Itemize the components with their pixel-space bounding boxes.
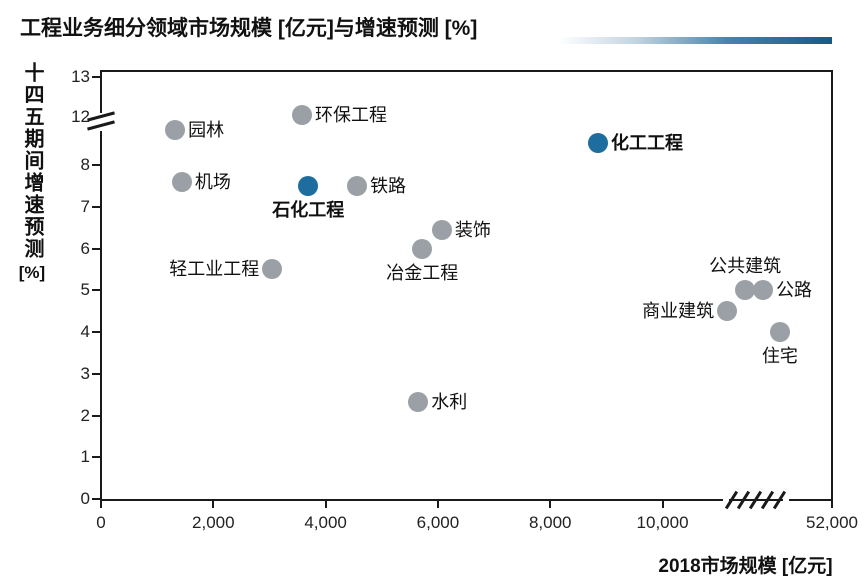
y-tick (92, 289, 101, 292)
plot-frame-right (831, 70, 833, 501)
y-tick (92, 205, 101, 208)
y-tick (92, 372, 101, 375)
data-point-label: 铁路 (370, 175, 407, 196)
x-axis-title: 2018市场规模 [亿元] (658, 556, 833, 577)
y-tick (92, 331, 101, 333)
x-tick-label: 8,000 (528, 513, 572, 532)
data-point-水利 (408, 391, 429, 412)
x-tick (831, 499, 833, 508)
plot-frame-top (100, 70, 833, 72)
y-tick-label: 2 (80, 405, 90, 425)
data-point-住宅 (769, 322, 790, 342)
data-point-环保工程 (292, 105, 313, 125)
x-tick-label: 0 (96, 513, 106, 532)
data-point-label: 环保工程 (315, 105, 388, 125)
data-point-商业建筑 (717, 301, 738, 322)
x-tick-label: 10,000 (636, 513, 689, 532)
y-axis-line (100, 70, 102, 501)
x-tick-label: 2,000 (192, 513, 235, 532)
chart-title: 工程业务细分领域市场规模 [亿元]与增速预测 [%] (20, 17, 478, 40)
y-tick (92, 498, 101, 500)
y-tick (92, 456, 101, 459)
data-point-label: 商业建筑 (642, 301, 715, 322)
data-point-label: 化工工程 (610, 133, 683, 154)
y-tick (92, 76, 101, 78)
y-axis-unit: [%] (18, 263, 46, 282)
data-point-label: 冶金工程 (386, 262, 459, 283)
data-point-冶金工程 (412, 238, 433, 259)
x-tick (549, 499, 552, 508)
data-point-label: 装饰 (454, 219, 491, 240)
x-axis-line (100, 499, 833, 501)
x-tick-label: 6,000 (416, 513, 460, 532)
y-tick-label: 3 (80, 363, 90, 383)
data-point-label: 水利 (431, 391, 468, 412)
x-tick-label: 4,000 (304, 513, 347, 532)
y-tick-label: 13 (71, 67, 90, 86)
y-tick-label: 0 (80, 489, 90, 508)
data-point-公共建筑 (735, 280, 756, 301)
y-tick-label: 4 (80, 322, 90, 341)
y-tick-label: 1 (80, 447, 90, 467)
y-tick-label: 8 (80, 155, 90, 174)
data-point-label: 园林 (188, 120, 225, 141)
data-point-label: 机场 (194, 171, 231, 192)
x-tick (212, 499, 215, 508)
title-underline-gradient (558, 37, 832, 44)
data-point-园林 (165, 120, 186, 141)
y-tick-label: 7 (80, 196, 90, 216)
y-axis-title: 十四五期间增速预测 (21, 62, 43, 260)
y-tick (92, 247, 101, 250)
x-axis-break-gap (783, 498, 789, 502)
data-point-label: 住宅 (761, 346, 798, 366)
x-tick-label: 52,000 (806, 513, 858, 532)
data-point-化工工程 (587, 133, 608, 154)
data-point-机场 (171, 171, 192, 192)
data-point-铁路 (347, 175, 368, 196)
x-tick (661, 499, 664, 508)
data-point-label: 公路 (776, 280, 813, 301)
y-tick (92, 414, 101, 417)
data-point-label: 轻工业工程 (169, 259, 260, 280)
x-axis-break-gap (723, 498, 729, 502)
data-point-装饰 (431, 219, 452, 240)
data-point-轻工业工程 (262, 259, 283, 280)
y-axis-break-gap (98, 113, 104, 131)
y-tick (92, 164, 101, 166)
data-point-公路 (753, 280, 774, 301)
data-point-label: 公共建筑 (709, 256, 782, 277)
x-tick (324, 499, 327, 508)
y-tick-label: 5 (80, 280, 90, 300)
x-tick (436, 499, 439, 508)
data-point-石化工程 (298, 175, 319, 196)
y-tick-label: 12 (71, 107, 90, 126)
data-point-label: 石化工程 (272, 199, 345, 220)
x-tick (100, 499, 102, 508)
y-tick-label: 6 (80, 238, 90, 258)
